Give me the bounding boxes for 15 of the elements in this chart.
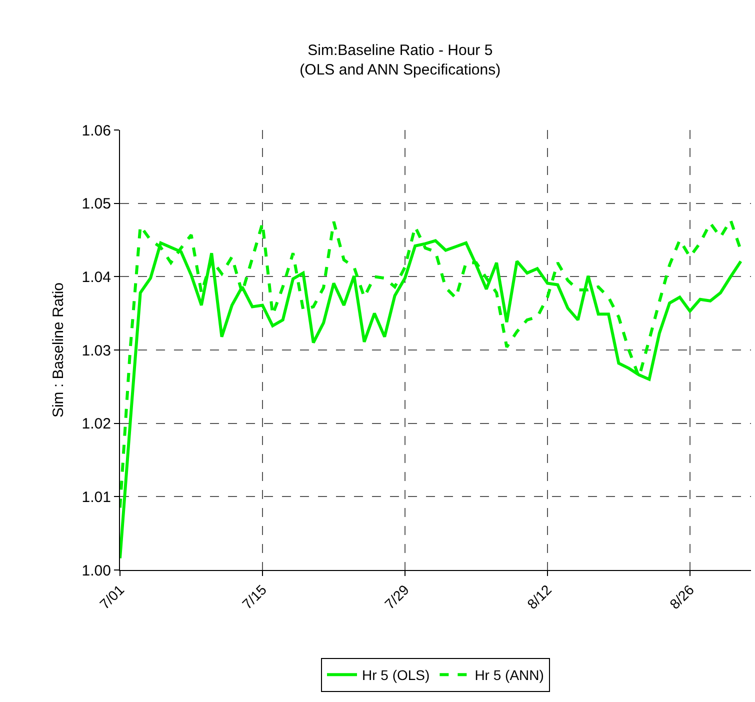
y-tick-label: 1.06 xyxy=(82,122,111,140)
legend-label: Hr 5 (ANN) xyxy=(474,667,544,684)
y-tick-label: 1.01 xyxy=(82,488,111,506)
y-tick-label: 1.05 xyxy=(82,196,111,213)
x-tick-label: 8/26 xyxy=(666,581,698,612)
y-axis-title: Sim : Baseline Ratio xyxy=(50,282,68,418)
y-tick-label: 1.00 xyxy=(82,562,111,580)
y-tick-label: 1.03 xyxy=(82,342,111,360)
x-tick-label: 7/01 xyxy=(96,581,128,612)
y-tick-label: 1.02 xyxy=(82,416,111,433)
legend-label: Hr 5 (OLS) xyxy=(362,667,430,684)
chart-title: Sim:Baseline Ratio - Hour 5 (OLS and ANN Specifications) xyxy=(300,42,501,78)
x-tick-label: 8/12 xyxy=(524,581,555,612)
x-tick-label: 7/29 xyxy=(381,581,412,612)
y-tick-label: 1.04 xyxy=(82,268,111,286)
